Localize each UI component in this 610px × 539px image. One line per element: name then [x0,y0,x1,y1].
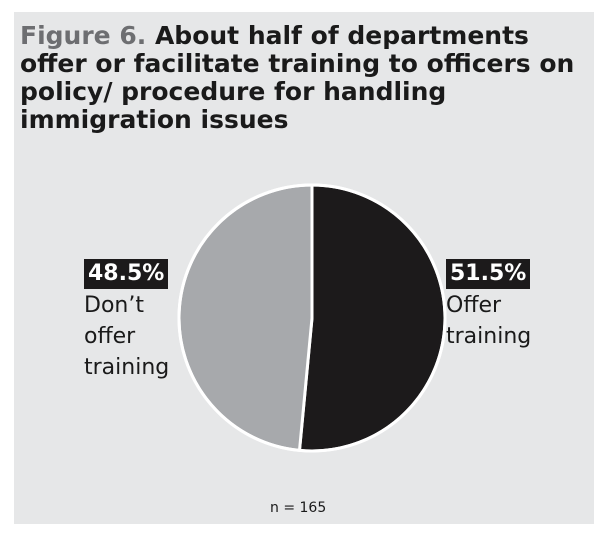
pie-slices [177,183,447,453]
sample-size-note: n = 165 [270,500,327,516]
offer-label-line-1: Offer [446,293,502,318]
dont-offer-label-line-2: offer [84,324,136,349]
figure-label: Figure 6. [20,21,147,50]
offer-percent-label: 51.5% [446,259,531,289]
pie-slice-dont-offer-training [177,183,314,452]
dont-offer-percent-label: 48.5% [84,259,169,289]
dont-offer-label-line-1: Don’t [84,293,144,318]
dont-offer-label: Don’t offer training [84,290,169,383]
offer-label-line-2: training [446,324,532,349]
offer-label: Offer training [446,290,531,352]
pie-outline [177,183,447,453]
dont-offer-label-line-3: training [84,355,170,380]
figure-title: Figure 6. About half of departments offe… [20,22,580,134]
pie-slice-offer-training [297,183,447,453]
figure-title-text: About half of departments offer or facil… [20,21,575,134]
